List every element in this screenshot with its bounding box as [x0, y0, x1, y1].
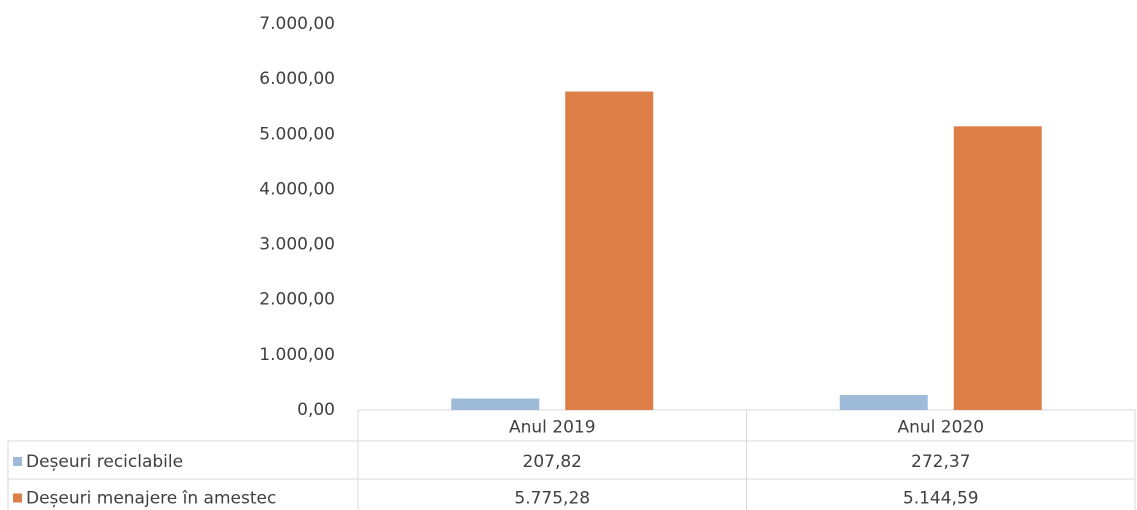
y-tick-label: 2.000,00: [259, 290, 335, 310]
bar: [565, 91, 654, 411]
y-tick-label: 1.000,00: [259, 345, 335, 365]
table-value: 5.775,28: [514, 489, 590, 509]
bar: [953, 126, 1042, 410]
y-tick-label: 3.000,00: [259, 235, 335, 255]
y-tick-label: 0,00: [297, 400, 335, 420]
y-tick-label: 7.000,00: [259, 14, 335, 34]
bar: [839, 394, 928, 410]
x-tick-label: Anul 2019: [509, 418, 596, 438]
y-tick-label: 5.000,00: [259, 124, 335, 144]
legend-label: Deșeuri menajere în amestec: [26, 489, 276, 509]
x-tick-label: Anul 2020: [897, 418, 984, 438]
y-tick-label: 4.000,00: [259, 179, 335, 199]
table-value: 207,82: [523, 452, 582, 472]
bar: [451, 398, 540, 410]
legend-label: Deșeuri reciclabile: [26, 452, 183, 472]
legend-key: [13, 457, 22, 466]
legend-key: [13, 493, 22, 503]
y-tick-label: 6.000,00: [259, 69, 335, 89]
table-value: 5.144,59: [903, 489, 979, 509]
table-value: 272,37: [911, 452, 970, 472]
